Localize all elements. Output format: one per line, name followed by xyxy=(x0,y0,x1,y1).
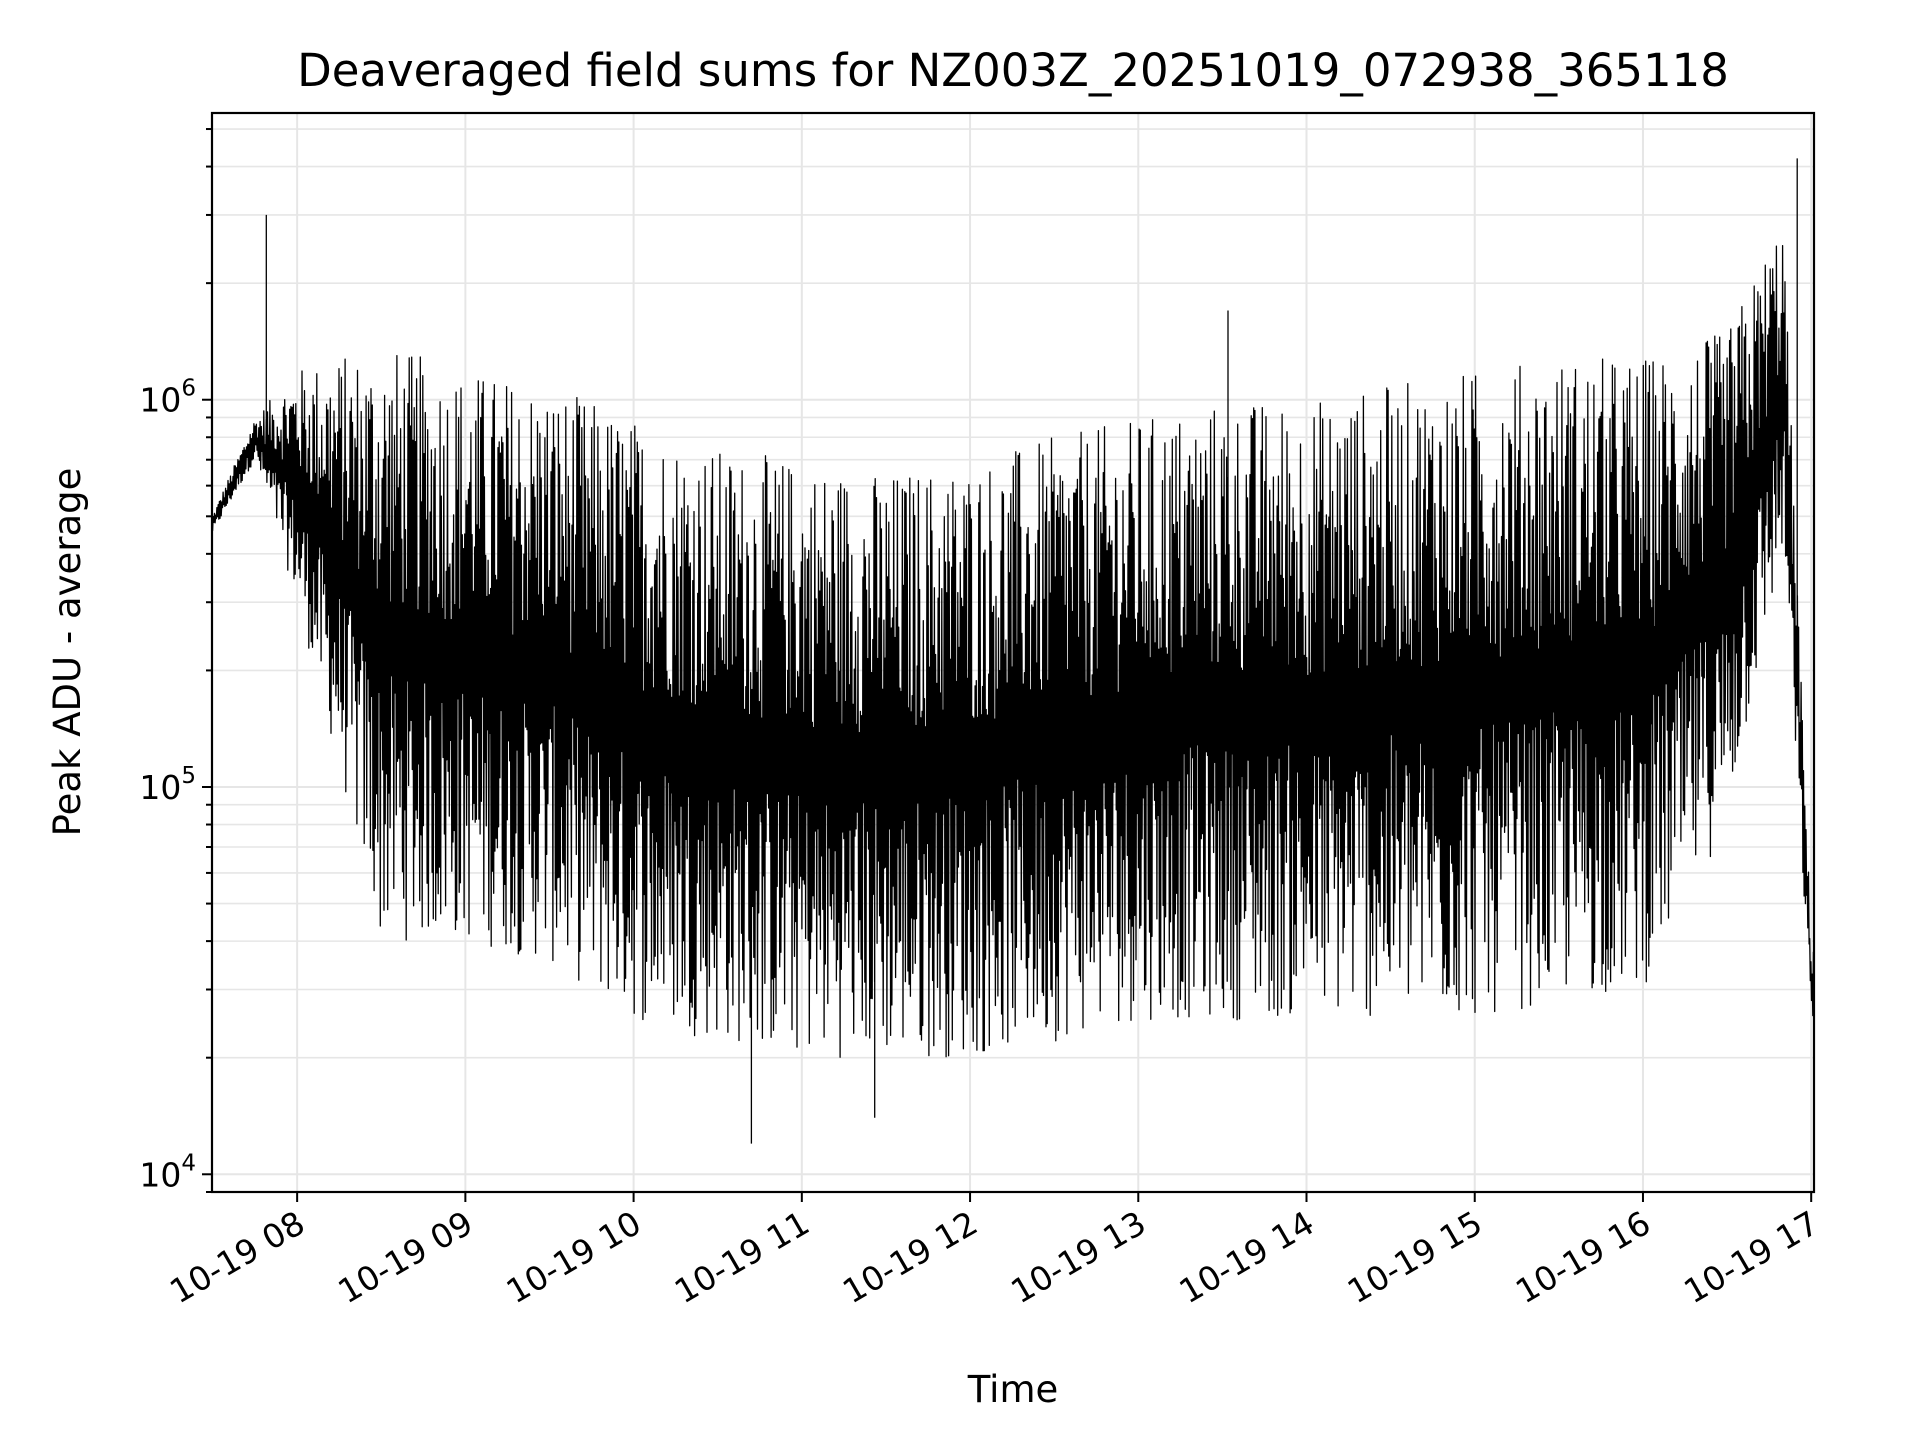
y-axis-label: Peak ADU - average xyxy=(46,468,89,837)
series-line xyxy=(212,158,1814,1144)
axes-frame xyxy=(210,111,1816,1194)
y-axis: 104 105 106 xyxy=(139,128,212,1194)
y-tick-label: 104 xyxy=(139,1150,196,1194)
y-tick-label: 105 xyxy=(139,763,196,807)
x-axis-label: Time xyxy=(967,1368,1059,1411)
y-tick-label: 106 xyxy=(139,376,196,420)
plot-area xyxy=(212,158,1814,1144)
chart-title: Deaveraged field sums for NZ003Z_2025101… xyxy=(297,44,1729,97)
